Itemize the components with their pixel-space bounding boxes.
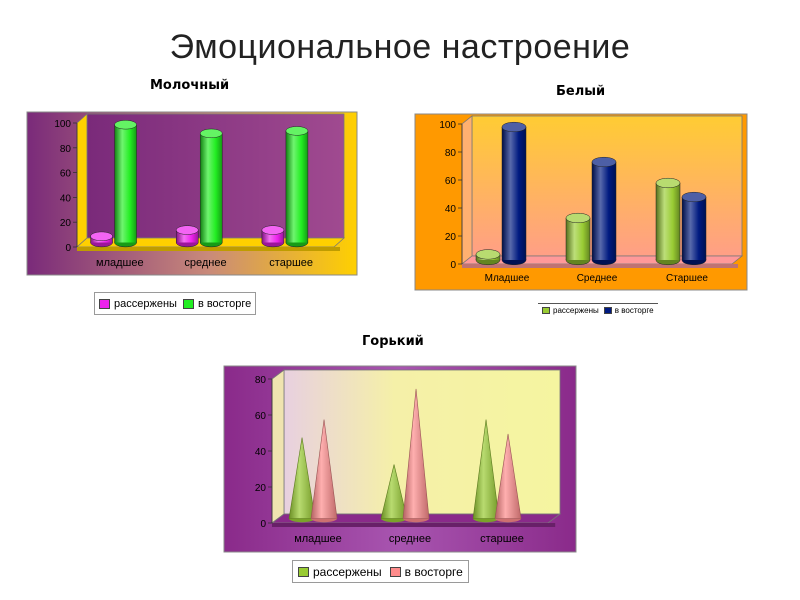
y-tick-label: 60 <box>60 169 72 180</box>
cylinder-body <box>200 133 223 243</box>
legend-label-delighted: в восторге <box>614 306 654 315</box>
chart-side-wall <box>271 369 285 524</box>
x-tick-label: младшее <box>294 533 342 545</box>
x-tick-label: Среднее <box>577 273 618 284</box>
cylinder-top <box>681 191 707 203</box>
chart-floor-edge <box>462 264 738 268</box>
cylinder-top <box>655 177 681 189</box>
cylinder-body <box>682 197 706 260</box>
y-tick-label: 20 <box>60 218 72 229</box>
legend-label-angry: рассержены <box>114 297 177 310</box>
x-tick-label: Старшее <box>666 273 708 284</box>
legend-label-delighted: в восторге <box>197 297 252 310</box>
y-tick-label: 20 <box>255 483 267 494</box>
chart-title-white: Белый <box>556 84 606 99</box>
y-tick-label: 40 <box>445 204 457 215</box>
legend-white: рассержены в восторге <box>538 303 658 317</box>
chart-title-milk: Молочный <box>150 78 230 93</box>
legend-milk: рассержены в восторге <box>94 292 257 315</box>
cylinder-body <box>592 162 616 260</box>
cone-bar <box>380 464 408 519</box>
cylinder-top <box>591 156 617 168</box>
cylinder-top <box>175 225 199 235</box>
y-tick-label: 40 <box>255 447 267 458</box>
legend-swatch-delighted <box>389 566 401 577</box>
y-tick-label: 0 <box>450 260 456 271</box>
cylinder-top <box>475 249 501 260</box>
x-tick-label: старшее <box>480 533 524 545</box>
legend-swatch-delighted <box>603 307 612 314</box>
y-tick-label: 80 <box>445 148 457 159</box>
y-tick-label: 20 <box>445 232 457 243</box>
cylinder-top <box>501 121 527 133</box>
x-tick-label: старшее <box>269 257 313 269</box>
chart-floor-edge <box>272 523 556 527</box>
cylinder-top <box>285 126 309 136</box>
legend-label-angry: рассержены <box>553 306 599 315</box>
legend-label-angry: рассержены <box>313 564 382 579</box>
y-tick-label: 60 <box>445 176 457 187</box>
x-tick-label: среднее <box>184 257 226 269</box>
cylinder-body <box>566 218 590 260</box>
cylinder-top <box>261 225 285 235</box>
legend-label-delighted: в восторге <box>404 564 463 579</box>
y-tick-label: 100 <box>439 120 456 131</box>
chart-title-bitter: Горький <box>362 334 424 349</box>
cylinder-top <box>114 120 137 130</box>
slide-title: Эмоциональное настроение <box>169 28 631 66</box>
legend-bitter: рассержены в восторге <box>292 560 469 583</box>
legend-swatch-angry <box>99 298 110 309</box>
y-tick-label: 60 <box>255 411 267 422</box>
cylinder-body <box>656 183 680 260</box>
cylinder-body <box>114 124 137 243</box>
cylinder-body <box>285 130 308 243</box>
chart-floor-edge <box>77 247 340 251</box>
y-tick-label: 0 <box>65 243 71 254</box>
legend-swatch-delighted <box>182 298 194 309</box>
cone-bar <box>288 437 316 519</box>
cone-bar <box>472 419 500 519</box>
cylinder-body <box>502 127 526 260</box>
legend-swatch-angry <box>298 566 309 577</box>
cone-bar <box>402 388 430 519</box>
x-tick-label: младшее <box>96 257 144 269</box>
x-tick-label: среднее <box>389 533 431 545</box>
x-tick-label: Младшее <box>485 273 530 284</box>
y-tick-label: 0 <box>260 519 266 530</box>
legend-swatch-angry <box>542 307 550 314</box>
cone-bar <box>494 433 522 519</box>
y-tick-label: 100 <box>54 119 71 130</box>
cylinder-top <box>199 128 223 139</box>
cylinder-top <box>90 231 113 241</box>
y-tick-label: 40 <box>60 193 72 204</box>
cone-bar <box>310 419 338 519</box>
y-tick-label: 80 <box>60 144 72 155</box>
y-tick-label: 80 <box>255 375 267 386</box>
cylinder-top <box>565 212 591 224</box>
